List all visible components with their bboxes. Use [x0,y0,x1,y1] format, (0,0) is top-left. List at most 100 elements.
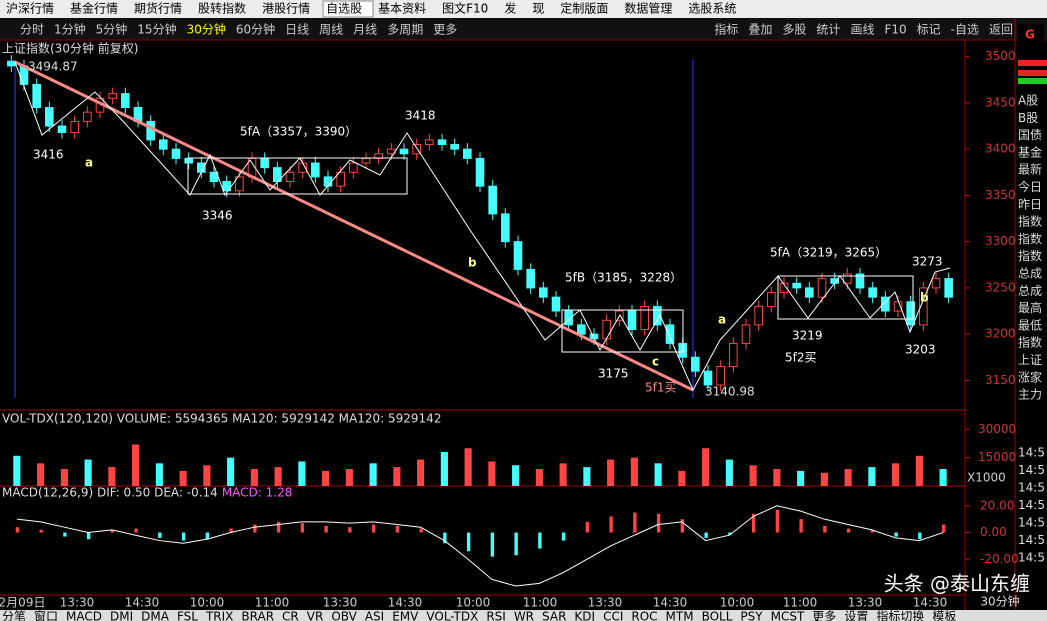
period-tab[interactable]: 日线 [285,23,309,37]
annotation: 5f1买 [645,381,677,395]
menu-item[interactable]: 发 [504,1,516,16]
volume-bar [773,469,781,486]
menu-item[interactable]: 现 [532,2,544,16]
menu-item[interactable]: 图文F10 [442,1,488,16]
menu-item[interactable]: 沪深行情 [6,2,54,16]
macd-bar [324,525,328,533]
menu-active [322,0,374,18]
indicator-tab[interactable]: PSY [740,610,763,621]
tool-button[interactable]: 标记 [917,23,941,37]
indicator-tab[interactable]: BRAR [241,610,274,621]
indicator-tab[interactable]: VOL-TDX [426,610,478,621]
period-tab[interactable]: 多周期 [387,23,423,37]
menu-item[interactable]: 基金行情 [70,1,118,16]
indicator-tab[interactable]: KDJ [574,610,595,621]
macd-bar [799,519,803,533]
candle [235,176,244,192]
indicator-tab[interactable]: DMA [141,610,170,621]
menu-item[interactable]: 自选股 [326,2,362,16]
tool-button[interactable]: -自选 [951,23,979,37]
indicator-tab[interactable]: 指标切换 [876,609,924,621]
candle [171,148,181,159]
tool-button[interactable]: 叠加 [748,23,772,37]
indicator-tab[interactable]: 窗口 [34,610,58,621]
period-tab[interactable]: 分时 [20,23,44,37]
indicator-tab[interactable]: ROC [631,610,657,621]
menu-item[interactable]: 基本资料 [378,2,426,16]
volume-bar [488,461,496,486]
annotation: 3346 [202,209,233,223]
sidebar-item: 最新 [1018,162,1042,177]
period-tab[interactable]: 5分钟 [96,22,128,37]
indicator-tab[interactable]: MCST [771,610,805,621]
menu-item[interactable]: 选股系统 [688,2,736,16]
period-tab[interactable]: 15分钟 [137,22,176,37]
menu-item[interactable]: 股转指数 [198,1,246,16]
candle [57,125,67,134]
menu-item[interactable]: 数据管理 [624,1,672,16]
tool-button[interactable]: 指标 [714,22,738,37]
pivot-box [187,157,408,195]
menu-item[interactable]: 港股行情 [262,2,310,16]
period-tab[interactable]: 60分钟 [236,22,275,37]
volume-bar [84,459,92,486]
candle [703,370,713,386]
indicator-tab[interactable]: 设置 [844,610,868,621]
x-tick-label: 11:00 [783,596,818,610]
menu-item[interactable]: 期货行情 [134,1,182,16]
indicator-tab[interactable]: CCI [603,610,623,621]
period-tab[interactable]: 周线 [319,23,343,37]
indicator-tab[interactable]: 更多 [812,610,836,621]
macd-bar [395,525,400,533]
candle [323,176,333,187]
indicator-tab[interactable]: 分笔 [2,609,26,621]
candle [475,157,485,187]
indicator-tab[interactable]: TRIX [205,610,233,621]
candle [222,181,231,192]
indicator-tab[interactable]: 模板 [932,610,956,621]
annotation: 3416 [33,148,64,162]
candle [716,366,725,386]
indicator-tab[interactable]: ASI [365,610,384,621]
macd-bar [443,532,447,544]
indicator-tab[interactable]: RSI [486,610,506,621]
candle [843,273,852,284]
period-tab[interactable]: 月线 [353,23,377,37]
macd-bar [134,528,138,533]
menu-item[interactable]: 定制版面 [560,1,608,16]
sidebar-time: 14:5 [1018,463,1045,477]
indicator-tab[interactable]: EMV [392,610,419,621]
tool-button[interactable]: 统计 [816,23,840,37]
candle [792,282,801,289]
indicator-tab[interactable]: VR [307,610,324,621]
tool-button[interactable]: 画线 [850,23,874,37]
candle [779,282,789,294]
indicator-tab[interactable]: WR [514,610,534,621]
indicator-tab[interactable]: MTM [666,610,694,621]
candle [919,287,928,326]
candle [501,213,510,243]
tool-button[interactable]: 返回 [989,23,1013,37]
macd-bar [348,527,352,533]
volume-bar [607,459,615,486]
tool-button[interactable]: F10 [884,23,906,37]
candle [881,296,890,312]
indicator-tab[interactable]: MACD [66,610,102,621]
candle [944,278,953,298]
annotation: 3175 [598,367,629,381]
indicator-tab[interactable]: SAR [542,610,566,621]
indicator-tab[interactable]: DMI [110,610,133,621]
tool-button[interactable]: 多股 [782,23,806,37]
indicator-tab[interactable]: BOLL [702,610,733,621]
period-tab[interactable]: 更多 [433,23,457,37]
indicator-tab[interactable]: FSL [177,610,198,621]
indicator-tab[interactable]: CR [282,610,299,621]
indicator-tab[interactable]: OBV [331,610,357,621]
period-tab[interactable]: 30分钟 [187,22,226,37]
candle [336,171,345,187]
volume-bar [583,467,591,486]
volume-bar [274,467,282,486]
period-tab[interactable]: 1分钟 [54,22,86,37]
annotation: b [468,256,477,270]
